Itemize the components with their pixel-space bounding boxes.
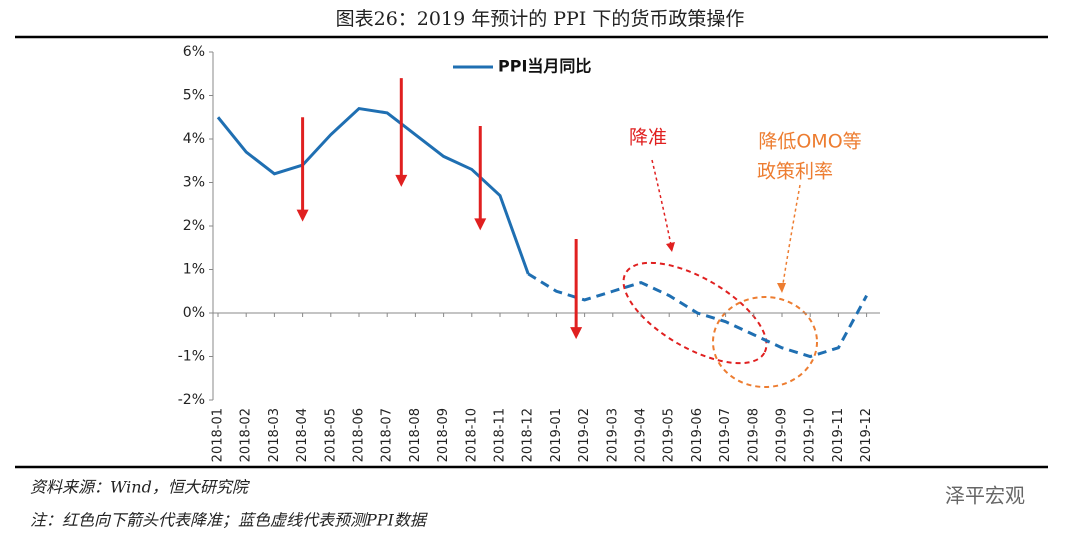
rrr-arrow-head xyxy=(296,209,309,222)
x-tick-label: 2018-09 xyxy=(436,408,451,462)
y-tick-label: 4% xyxy=(183,131,205,147)
x-tick-label: 2019-04 xyxy=(634,408,649,462)
annotation: 政策利率 xyxy=(757,161,833,183)
x-tick-label: 2019-02 xyxy=(577,408,592,462)
x-tick-label: 2018-03 xyxy=(267,408,282,462)
y-tick-label: 5% xyxy=(183,88,205,104)
x-tick-label: 2019-05 xyxy=(662,408,677,462)
x-tick-label: 2018-12 xyxy=(521,408,536,462)
y-tick-label: 3% xyxy=(183,175,205,191)
rrr-ellipse xyxy=(622,261,768,365)
x-tick-label: 2018-04 xyxy=(295,408,310,462)
annotation-pointer xyxy=(651,159,673,251)
annotation-pointer-head xyxy=(777,283,786,293)
x-tick-label: 2019-03 xyxy=(605,408,620,462)
legend-label: PPI当月同比 xyxy=(498,57,591,76)
x-tick-label: 2018-07 xyxy=(380,408,395,462)
x-tick-label: 2018-05 xyxy=(323,408,338,462)
y-tick-label: 1% xyxy=(183,262,205,278)
rrr-arrow-head xyxy=(395,174,408,187)
annotation: 降低OMO等 xyxy=(758,131,861,153)
x-tick-label: 2019-12 xyxy=(859,408,874,462)
y-tick-label: 0% xyxy=(183,305,205,321)
x-tick-label: 2018-02 xyxy=(239,408,254,462)
x-tick-label: 2019-06 xyxy=(690,408,705,462)
x-tick-label: 2018-01 xyxy=(211,408,226,462)
x-tick-label: 2018-10 xyxy=(464,408,479,462)
x-tick-label: 2018-11 xyxy=(493,408,508,462)
y-tick-label: -2% xyxy=(178,392,205,408)
rrr-arrow-head xyxy=(570,327,583,340)
actual-line xyxy=(216,106,530,275)
x-tick-label: 2019-08 xyxy=(746,408,761,462)
x-tick-label: 2019-07 xyxy=(718,408,733,462)
omo-ellipse xyxy=(712,296,818,388)
annotation-pointer xyxy=(781,184,801,291)
x-tick-label: 2019-10 xyxy=(803,408,818,462)
rrr-arrow-head xyxy=(474,218,487,231)
y-tick-label: -1% xyxy=(178,349,205,365)
x-tick-label: 2018-08 xyxy=(408,408,423,462)
x-tick-label: 2019-09 xyxy=(775,408,790,462)
x-tick-label: 2019-11 xyxy=(831,408,846,462)
y-tick-label: 2% xyxy=(183,218,205,234)
y-tick-label: 6% xyxy=(183,44,205,60)
chart-title: 图表26：2019 年预计的 PPI 下的货币政策操作 xyxy=(336,8,745,30)
annotation-pointer-head xyxy=(666,242,675,252)
forecast-line xyxy=(527,272,868,359)
x-tick-label: 2019-01 xyxy=(549,408,564,462)
watermark: 泽平宏观 xyxy=(945,484,1025,508)
note: 注：红色向下箭头代表降准；蓝色虚线代表预测PPI数据 xyxy=(30,511,428,530)
source: 资料来源：Wind，恒大研究院 xyxy=(30,478,251,497)
annotation: 降准 xyxy=(629,127,667,149)
x-tick-label: 2018-06 xyxy=(352,408,367,462)
